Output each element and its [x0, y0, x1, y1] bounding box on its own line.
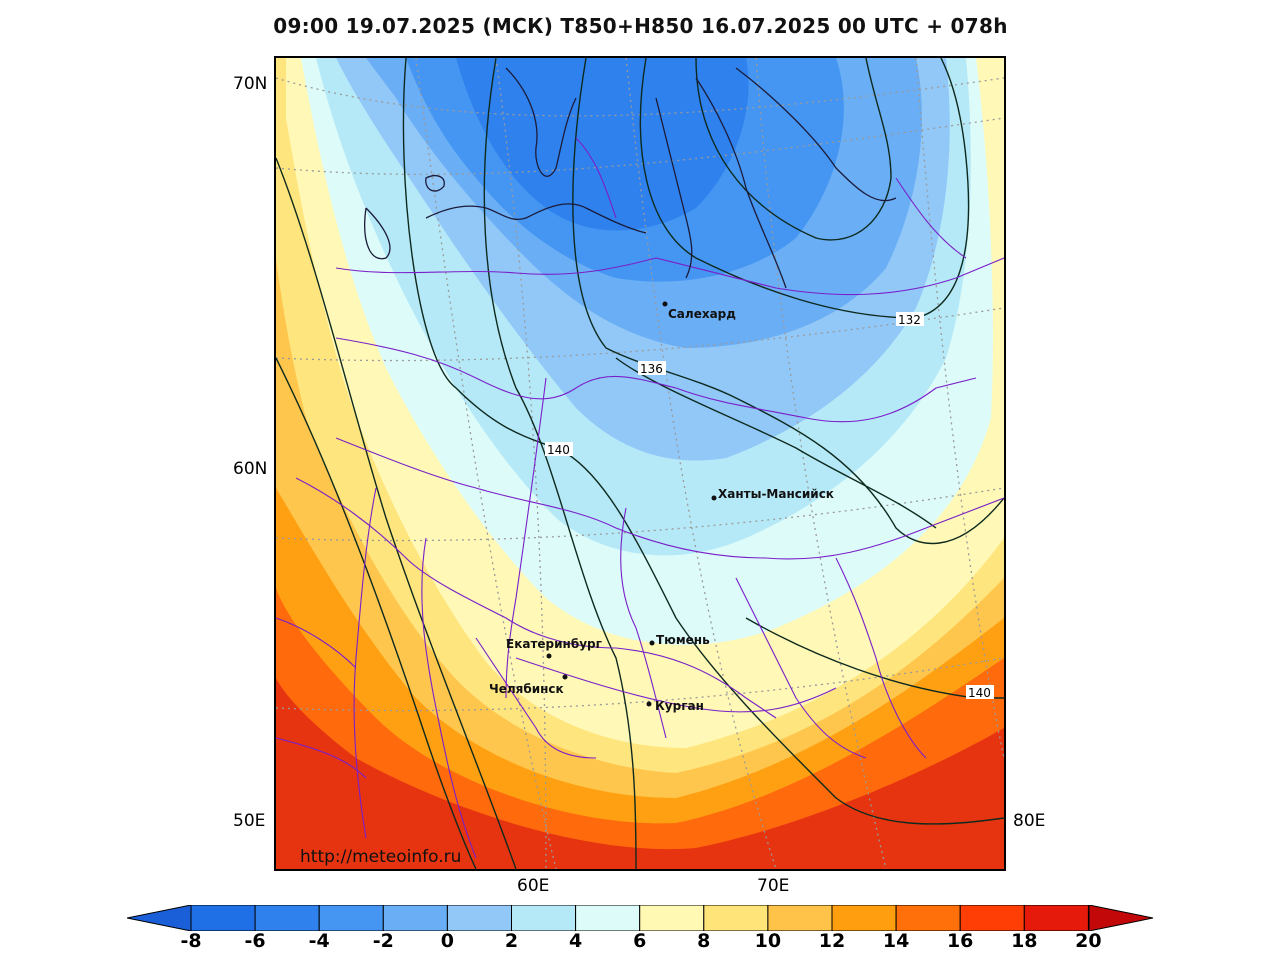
colorbar-tick-label: 2	[504, 930, 519, 952]
contour-label-140-east: 140	[966, 685, 994, 700]
colorbar-tick-label: -2	[372, 930, 394, 952]
city-khanty-mansiysk: Ханты-Мансийск	[711, 487, 834, 501]
colorbar-tick-label: 20	[1075, 930, 1102, 952]
svg-text:Ханты-Мансийск: Ханты-Мансийск	[718, 487, 834, 501]
colorbar-tick-label: 0	[440, 930, 454, 952]
city-chelyabinsk: Челябинск	[489, 674, 568, 696]
colorbar-tick-label: 14	[882, 930, 910, 952]
colorbar-cell	[959, 905, 1025, 931]
watermark: http://meteoinfo.ru	[300, 847, 461, 867]
colorbar-cell	[382, 905, 448, 931]
colorbar-cell	[254, 905, 320, 931]
colorbar-tick-label: 18	[1011, 930, 1038, 952]
colorbar-cell	[831, 905, 897, 931]
colorbar-tick-label: 4	[568, 930, 583, 952]
colorbar-tick-label: -6	[244, 930, 266, 952]
height-contours	[276, 58, 1004, 869]
svg-text:Тюмень: Тюмень	[656, 633, 710, 647]
colorbar-cell	[703, 905, 769, 931]
colorbar-tick-label: 6	[633, 930, 647, 952]
city-yekaterinburg: Екатеринбург	[506, 637, 602, 659]
svg-text:Екатеринбург: Екатеринбург	[506, 637, 602, 651]
map-title: 09:00 19.07.2025 (МСК) T850+H850 16.07.2…	[273, 14, 1008, 38]
colorbar-cell	[575, 905, 641, 931]
svg-text:Челябинск: Челябинск	[489, 682, 564, 696]
city-tyumen: Тюмень	[649, 633, 710, 647]
lon-label-60e: 60E	[517, 876, 550, 896]
contour-label-136: 136	[638, 361, 666, 376]
colorbar-tick-label: -4	[308, 930, 330, 952]
svg-text:Салехард: Салехард	[668, 307, 736, 321]
lon-label-70e: 70E	[757, 876, 790, 896]
lon-label-80e: 80E	[1013, 811, 1046, 831]
colorbar-over-arrow	[1088, 905, 1154, 931]
colorbar-cell	[767, 905, 833, 931]
colorbar-cell	[511, 905, 577, 931]
colorbar-under-arrow	[127, 905, 192, 931]
city-kurgan: Курган	[646, 699, 704, 713]
colorbar-tick-label: 8	[697, 930, 711, 952]
lat-label-70n: 70N	[233, 74, 268, 94]
contour-label-140-west: 140	[545, 442, 573, 457]
colorbar-tick-label: 10	[754, 930, 782, 952]
colorbar-cell	[895, 905, 961, 931]
region-boundaries	[276, 137, 1004, 859]
lon-label-50e: 50E	[233, 811, 266, 831]
colorbar-tick-label: 12	[818, 930, 846, 952]
map-canvas: 132 136 140 140	[276, 58, 1004, 869]
city-salekhard: Салехард	[662, 301, 736, 321]
colorbar-cell	[190, 905, 256, 931]
contour-label-132: 132	[896, 312, 924, 327]
colorbar-cells	[190, 905, 1089, 931]
svg-text:132: 132	[898, 313, 921, 327]
coastlines	[364, 67, 897, 289]
temperature-map: 132 136 140 140	[274, 56, 1006, 871]
svg-text:136: 136	[640, 362, 663, 376]
colorbar-cell	[639, 905, 705, 931]
colorbar-cell	[318, 905, 384, 931]
colorbar-tick-label: 16	[946, 930, 974, 952]
colorbar-cell	[1023, 905, 1089, 931]
colorbar-tick-label: -8	[180, 930, 202, 952]
svg-text:Курган: Курган	[655, 699, 704, 713]
lat-label-60n: 60N	[233, 459, 268, 479]
colorbar	[127, 905, 1154, 931]
colorbar-cell	[446, 905, 512, 931]
svg-text:140: 140	[547, 443, 570, 457]
svg-text:140: 140	[968, 686, 991, 700]
